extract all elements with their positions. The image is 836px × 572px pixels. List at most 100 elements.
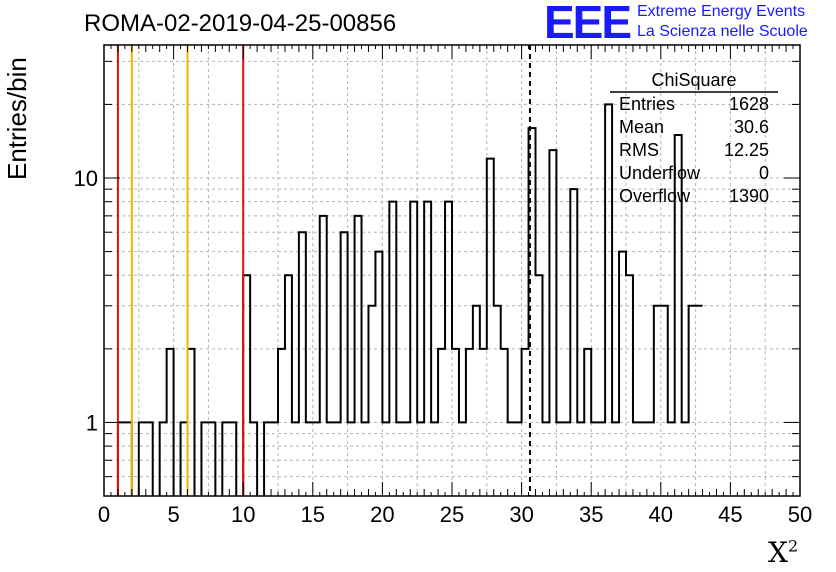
histogram-bin: [619, 252, 626, 496]
histogram-bin: [243, 275, 250, 496]
x-axis-label-sup: 2: [787, 536, 799, 556]
histogram-bin: [320, 216, 327, 496]
histogram-outline: [116, 103, 703, 496]
stats-value: 0: [759, 163, 769, 183]
histogram-bin: [570, 189, 577, 496]
stats-label: Overflow: [619, 186, 691, 206]
histogram-bin: [362, 422, 369, 496]
x-tick-label: 35: [579, 502, 603, 527]
histogram-bin: [563, 422, 570, 496]
histogram-bin: [689, 306, 696, 496]
histogram-bin: [334, 422, 341, 496]
histogram-bin: [459, 422, 466, 496]
histogram-bin: [208, 422, 215, 496]
histogram-bin: [598, 422, 605, 496]
histogram-bin: [431, 422, 438, 496]
histogram-bin: [633, 422, 640, 496]
stats-value: 30.6: [734, 117, 769, 137]
histogram-bin: [508, 422, 515, 496]
histogram-bin: [389, 202, 396, 496]
histogram-bin: [438, 349, 445, 496]
histogram-bin: [424, 202, 431, 496]
histogram-bin: [696, 306, 703, 496]
x-tick-label: 45: [718, 502, 742, 527]
histogram-bin: [647, 422, 654, 496]
histogram-bin: [396, 422, 403, 496]
histogram-bin: [327, 422, 334, 496]
histogram-bin: [605, 104, 612, 496]
stats-value: 1628: [729, 94, 769, 114]
histogram-bin: [494, 306, 501, 496]
x-tick-label: 15: [301, 502, 325, 527]
x-tick-label: 25: [440, 502, 464, 527]
histogram-bin: [515, 422, 522, 496]
histogram-bin: [299, 232, 306, 496]
histogram-bin: [188, 349, 195, 496]
histogram-bin: [445, 202, 452, 496]
x-tick-label: 0: [98, 502, 110, 527]
histogram-bin: [271, 422, 278, 496]
histogram-bin: [125, 422, 132, 496]
histogram-bin: [556, 422, 563, 496]
x-axis-label: X2: [768, 536, 798, 569]
histogram-bin: [382, 422, 389, 496]
x-tick-label: 50: [788, 502, 812, 527]
histogram-bin: [264, 422, 271, 496]
histogram-bin: [278, 349, 285, 496]
stats-value: 12.25: [724, 140, 769, 160]
histogram-bin: [536, 275, 543, 496]
eee-logo-caption: Extreme Energy Events La Scienza nelle S…: [637, 2, 808, 42]
histogram-bin: [640, 422, 647, 496]
histogram-bin: [410, 202, 417, 496]
histogram-bin: [285, 275, 292, 496]
histogram-bin: [118, 422, 125, 496]
x-tick-label: 30: [509, 502, 533, 527]
histogram-bin: [480, 349, 487, 496]
histogram-bin: [368, 306, 375, 496]
histogram-bin: [501, 349, 508, 496]
histogram-bin: [341, 232, 348, 496]
histogram-bin: [250, 422, 257, 496]
histogram-bin: [292, 422, 299, 496]
x-axis-label-base: X: [768, 536, 788, 569]
histogram-bin: [577, 422, 584, 496]
histogram-bin: [139, 422, 146, 496]
histogram-bin: [626, 275, 633, 496]
x-tick-label: 20: [370, 502, 394, 527]
histogram-bin: [661, 306, 668, 496]
histogram-bin: [313, 422, 320, 496]
histogram-bin: [668, 422, 675, 496]
histogram-bin: [417, 422, 424, 496]
stats-label: Mean: [619, 117, 664, 137]
histogram-bin: [146, 422, 153, 496]
histogram-bin: [584, 349, 591, 496]
histogram-bin: [591, 422, 598, 496]
histogram-bin: [167, 349, 174, 496]
eee-logo-caption-line2: La Scienza nelle Scuole: [637, 23, 808, 40]
histogram-bin: [306, 422, 313, 496]
y-tick-label: 1: [86, 410, 98, 435]
histogram-bin: [473, 306, 480, 496]
eee-logo-caption-line1: Extreme Energy Events: [637, 3, 806, 20]
histogram-bin: [222, 422, 229, 496]
histogram-bin: [466, 349, 473, 496]
x-tick-label: 40: [649, 502, 673, 527]
y-tick-label: 10: [74, 166, 98, 191]
histogram-bin: [375, 252, 382, 496]
chart-title: ROMA-02-2019-04-25-00856: [84, 10, 397, 37]
x-tick-label: 5: [167, 502, 179, 527]
eee-logo: EEE: [544, 2, 632, 42]
histogram-bin: [682, 422, 689, 496]
stats-value: 1390: [729, 186, 769, 206]
stats-label: RMS: [619, 140, 659, 160]
y-axis-label: Entries/bin: [2, 57, 32, 180]
histogram-bin: [229, 422, 236, 496]
stats-label: Underflow: [619, 163, 701, 183]
stats-title: ChiSquare: [651, 70, 736, 90]
histogram-bin: [549, 150, 556, 496]
histogram-bin: [452, 349, 459, 496]
eee-logo-text: EEE: [544, 2, 630, 42]
histogram-bin: [181, 422, 188, 496]
histogram-bin: [487, 159, 494, 496]
